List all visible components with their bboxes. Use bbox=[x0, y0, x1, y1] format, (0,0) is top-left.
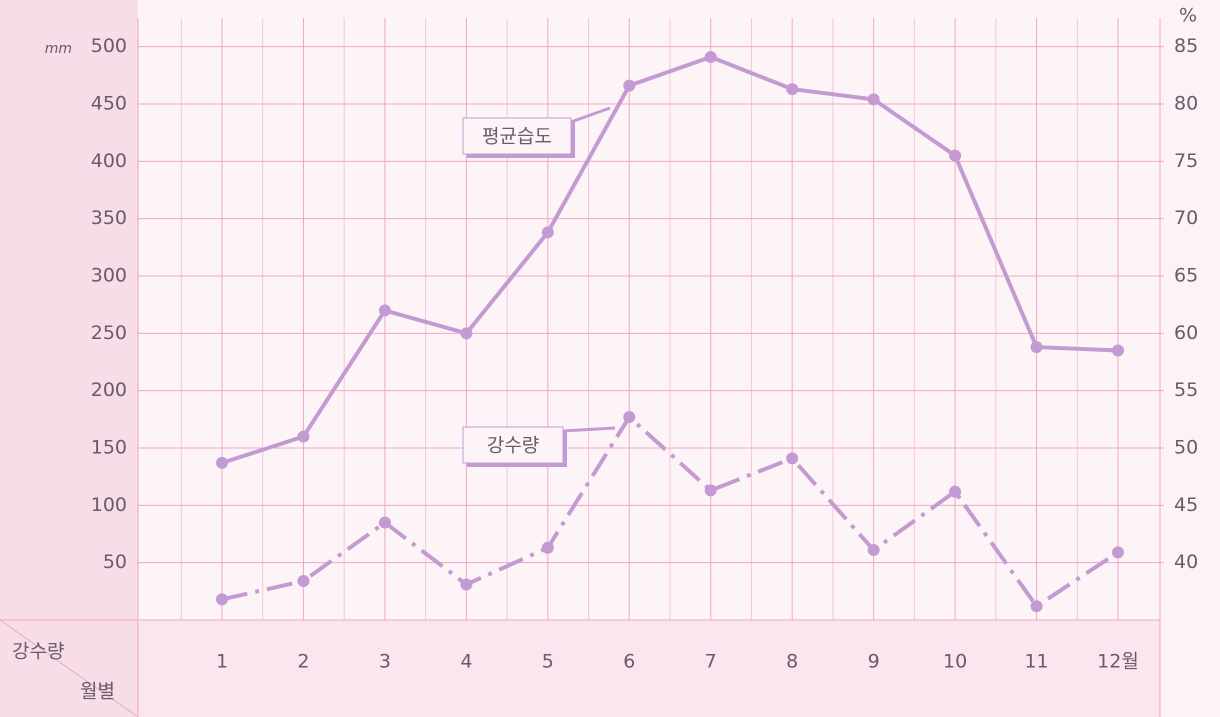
y2-tick-label: 40 bbox=[1174, 551, 1198, 573]
data-point bbox=[541, 541, 554, 554]
corner-label: 월별 bbox=[80, 681, 115, 703]
data-point bbox=[949, 149, 962, 162]
data-point bbox=[704, 484, 717, 497]
series-line bbox=[221, 413, 1120, 609]
y2-axis-label: % bbox=[1179, 5, 1197, 27]
y2-tick-label: 50 bbox=[1174, 437, 1198, 459]
x-tick-label: 7 bbox=[705, 651, 717, 673]
callout-box bbox=[462, 426, 564, 464]
data-point bbox=[1030, 341, 1043, 354]
x-tick-label: 6 bbox=[623, 651, 635, 673]
y2-tick-label: 65 bbox=[1174, 265, 1198, 287]
left-panel bbox=[0, 0, 138, 717]
data-point bbox=[1112, 344, 1124, 357]
y2-tick-label: 75 bbox=[1174, 150, 1198, 172]
data-point bbox=[216, 456, 228, 469]
data-point bbox=[378, 304, 391, 317]
data-point bbox=[1112, 546, 1124, 559]
legend-label: 강수량 bbox=[487, 435, 539, 457]
y2-tick-label: 55 bbox=[1174, 379, 1198, 401]
y2-tick-label: 70 bbox=[1174, 207, 1198, 229]
x-tick-label: 3 bbox=[379, 651, 391, 673]
data-point bbox=[867, 544, 880, 557]
data-point bbox=[623, 79, 636, 92]
y-tick-label: 400 bbox=[91, 150, 127, 172]
data-point bbox=[297, 430, 310, 443]
x-tick-label: 9 bbox=[868, 651, 880, 673]
y-tick-label: 500 bbox=[91, 35, 127, 57]
corner-label: 강수량 bbox=[12, 641, 64, 663]
y2-tick-label: 60 bbox=[1174, 322, 1198, 344]
y2-tick-label: 85 bbox=[1174, 35, 1198, 57]
callout-box bbox=[462, 117, 572, 155]
y-tick-label: 450 bbox=[91, 93, 127, 115]
callout-leader bbox=[570, 106, 611, 124]
data-point bbox=[460, 327, 473, 340]
x-tick-label: 5 bbox=[542, 651, 554, 673]
x-tick-label: 4 bbox=[460, 651, 472, 673]
x-tick-label: 8 bbox=[786, 651, 798, 673]
data-point bbox=[623, 411, 636, 424]
data-point bbox=[949, 485, 962, 498]
x-tick-label: 11 bbox=[1024, 651, 1048, 673]
y-axis-label: mm bbox=[45, 41, 72, 57]
y2-tick-label: 45 bbox=[1174, 494, 1198, 516]
plot-area bbox=[138, 18, 1160, 620]
data-point bbox=[867, 93, 880, 106]
y-tick-label: 350 bbox=[91, 207, 127, 229]
data-point bbox=[297, 575, 310, 588]
data-point bbox=[541, 226, 554, 239]
y-tick-label: 100 bbox=[91, 494, 127, 516]
corner-diagonal bbox=[0, 619, 139, 717]
y-tick-label: 300 bbox=[91, 265, 127, 287]
data-point bbox=[786, 452, 799, 465]
legend-label: 평균습도 bbox=[482, 126, 552, 148]
y2-tick-label: 80 bbox=[1174, 93, 1198, 115]
data-point bbox=[1030, 600, 1043, 613]
data-point bbox=[460, 578, 473, 591]
data-point bbox=[704, 50, 717, 63]
x-tick-label: 12월 bbox=[1097, 651, 1139, 673]
data-point bbox=[216, 593, 228, 606]
x-tick-label: 10 bbox=[943, 651, 967, 673]
y-tick-label: 150 bbox=[91, 437, 127, 459]
series-line bbox=[221, 54, 1119, 465]
y-tick-label: 50 bbox=[103, 551, 127, 573]
x-tick-label: 1 bbox=[216, 651, 228, 673]
data-point bbox=[378, 516, 391, 529]
x-tick-label: 2 bbox=[297, 651, 309, 673]
table-row bbox=[138, 620, 1160, 717]
callout-leader bbox=[562, 426, 616, 433]
data-point bbox=[786, 83, 799, 96]
y-tick-label: 200 bbox=[91, 379, 127, 401]
y-tick-label: 250 bbox=[91, 322, 127, 344]
